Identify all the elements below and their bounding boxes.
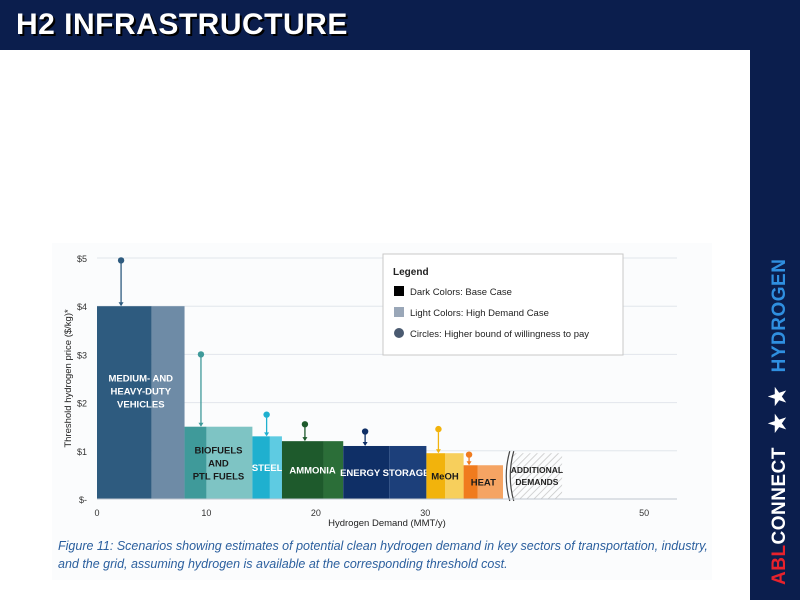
bar-high <box>269 436 282 499</box>
wtp-arrowhead <box>466 461 472 466</box>
additional-demands-label: DEMANDS <box>515 477 558 487</box>
wtp-arrowhead <box>264 432 270 437</box>
wtp-point <box>117 257 125 264</box>
y-tick-label: $1 <box>77 447 87 457</box>
bar-high <box>389 445 427 499</box>
bar-base <box>281 441 324 499</box>
bar-high <box>477 465 503 499</box>
additional-demands-area <box>511 453 563 499</box>
brand-sidebar <box>750 50 800 600</box>
x-tick-label: 50 <box>639 508 649 518</box>
bar-base <box>463 465 478 499</box>
legend-label: Circles: Higher bound of willingness to … <box>410 329 589 340</box>
legend-label: Light Colors: High Demand Case <box>410 308 549 319</box>
sector-label: VEHICLES <box>117 400 165 411</box>
wtp-arrowhead <box>118 302 124 307</box>
bar-high <box>445 453 464 499</box>
legend-marker <box>394 286 404 296</box>
additional-demands-bracket <box>509 451 515 502</box>
y-tick-label: $- <box>79 495 87 505</box>
wtp-arrowhead <box>435 449 441 454</box>
legend-marker <box>394 307 404 317</box>
y-tick-label: $3 <box>77 350 87 360</box>
x-axis-title: Hydrogen Demand (MMT/y) <box>328 518 446 529</box>
additional-demands-label: ADDITIONAL <box>511 465 563 475</box>
page-title: H2 INFRASTRUCTURE <box>16 8 348 41</box>
legend-title: Legend <box>393 267 429 278</box>
sector-label: MeOH <box>431 472 459 483</box>
wtp-point <box>435 425 442 433</box>
sector-label: PTL FUELS <box>193 471 245 482</box>
sector-label: HEAT <box>471 478 496 489</box>
bar-high <box>151 306 185 499</box>
bar-base <box>343 445 390 499</box>
wtp-arrowhead <box>302 437 308 442</box>
wtp-point <box>263 411 270 418</box>
bar-high <box>323 441 344 499</box>
sector-label: MEDIUM- AND <box>108 374 173 385</box>
sector-label: AMMONIA <box>289 466 336 477</box>
header-bar: H2 INFRASTRUCTURE <box>0 0 800 50</box>
bar-base <box>184 426 207 499</box>
bar-base <box>97 306 152 499</box>
wtp-point <box>197 351 205 358</box>
sector-label: STEEL <box>252 463 283 474</box>
legend-box <box>382 253 624 356</box>
wtp-point <box>301 421 309 428</box>
sector-label: HEAVY-DUTY <box>111 387 172 398</box>
bar-base <box>426 453 445 499</box>
wtp-arrowhead <box>198 422 204 427</box>
sector-label: BIOFUELS <box>194 445 242 456</box>
y-axis-title: Threshold hydrogen price ($/kg)* <box>63 309 74 448</box>
figure-caption: Figure 11: Scenarios showing estimates o… <box>58 539 708 571</box>
y-tick-label: $2 <box>77 399 87 409</box>
x-tick-label: 10 <box>201 508 211 518</box>
legend-marker <box>394 328 404 338</box>
x-tick-label: 30 <box>420 508 430 518</box>
wtp-point <box>361 428 369 435</box>
bar-high <box>206 426 253 499</box>
additional-demands-bracket <box>505 451 511 502</box>
x-tick-label: 20 <box>311 508 321 518</box>
legend-label: Dark Colors: Base Case <box>410 287 512 298</box>
bar-base <box>252 436 270 499</box>
y-tick-label: $4 <box>77 302 87 312</box>
y-tick-label: $5 <box>77 254 87 264</box>
sector-label: ENERGY STORAGE <box>340 468 429 479</box>
x-tick-label: 0 <box>94 508 99 518</box>
wtp-point <box>465 451 473 458</box>
wtp-arrowhead <box>362 441 368 446</box>
sector-label: AND <box>208 458 229 469</box>
